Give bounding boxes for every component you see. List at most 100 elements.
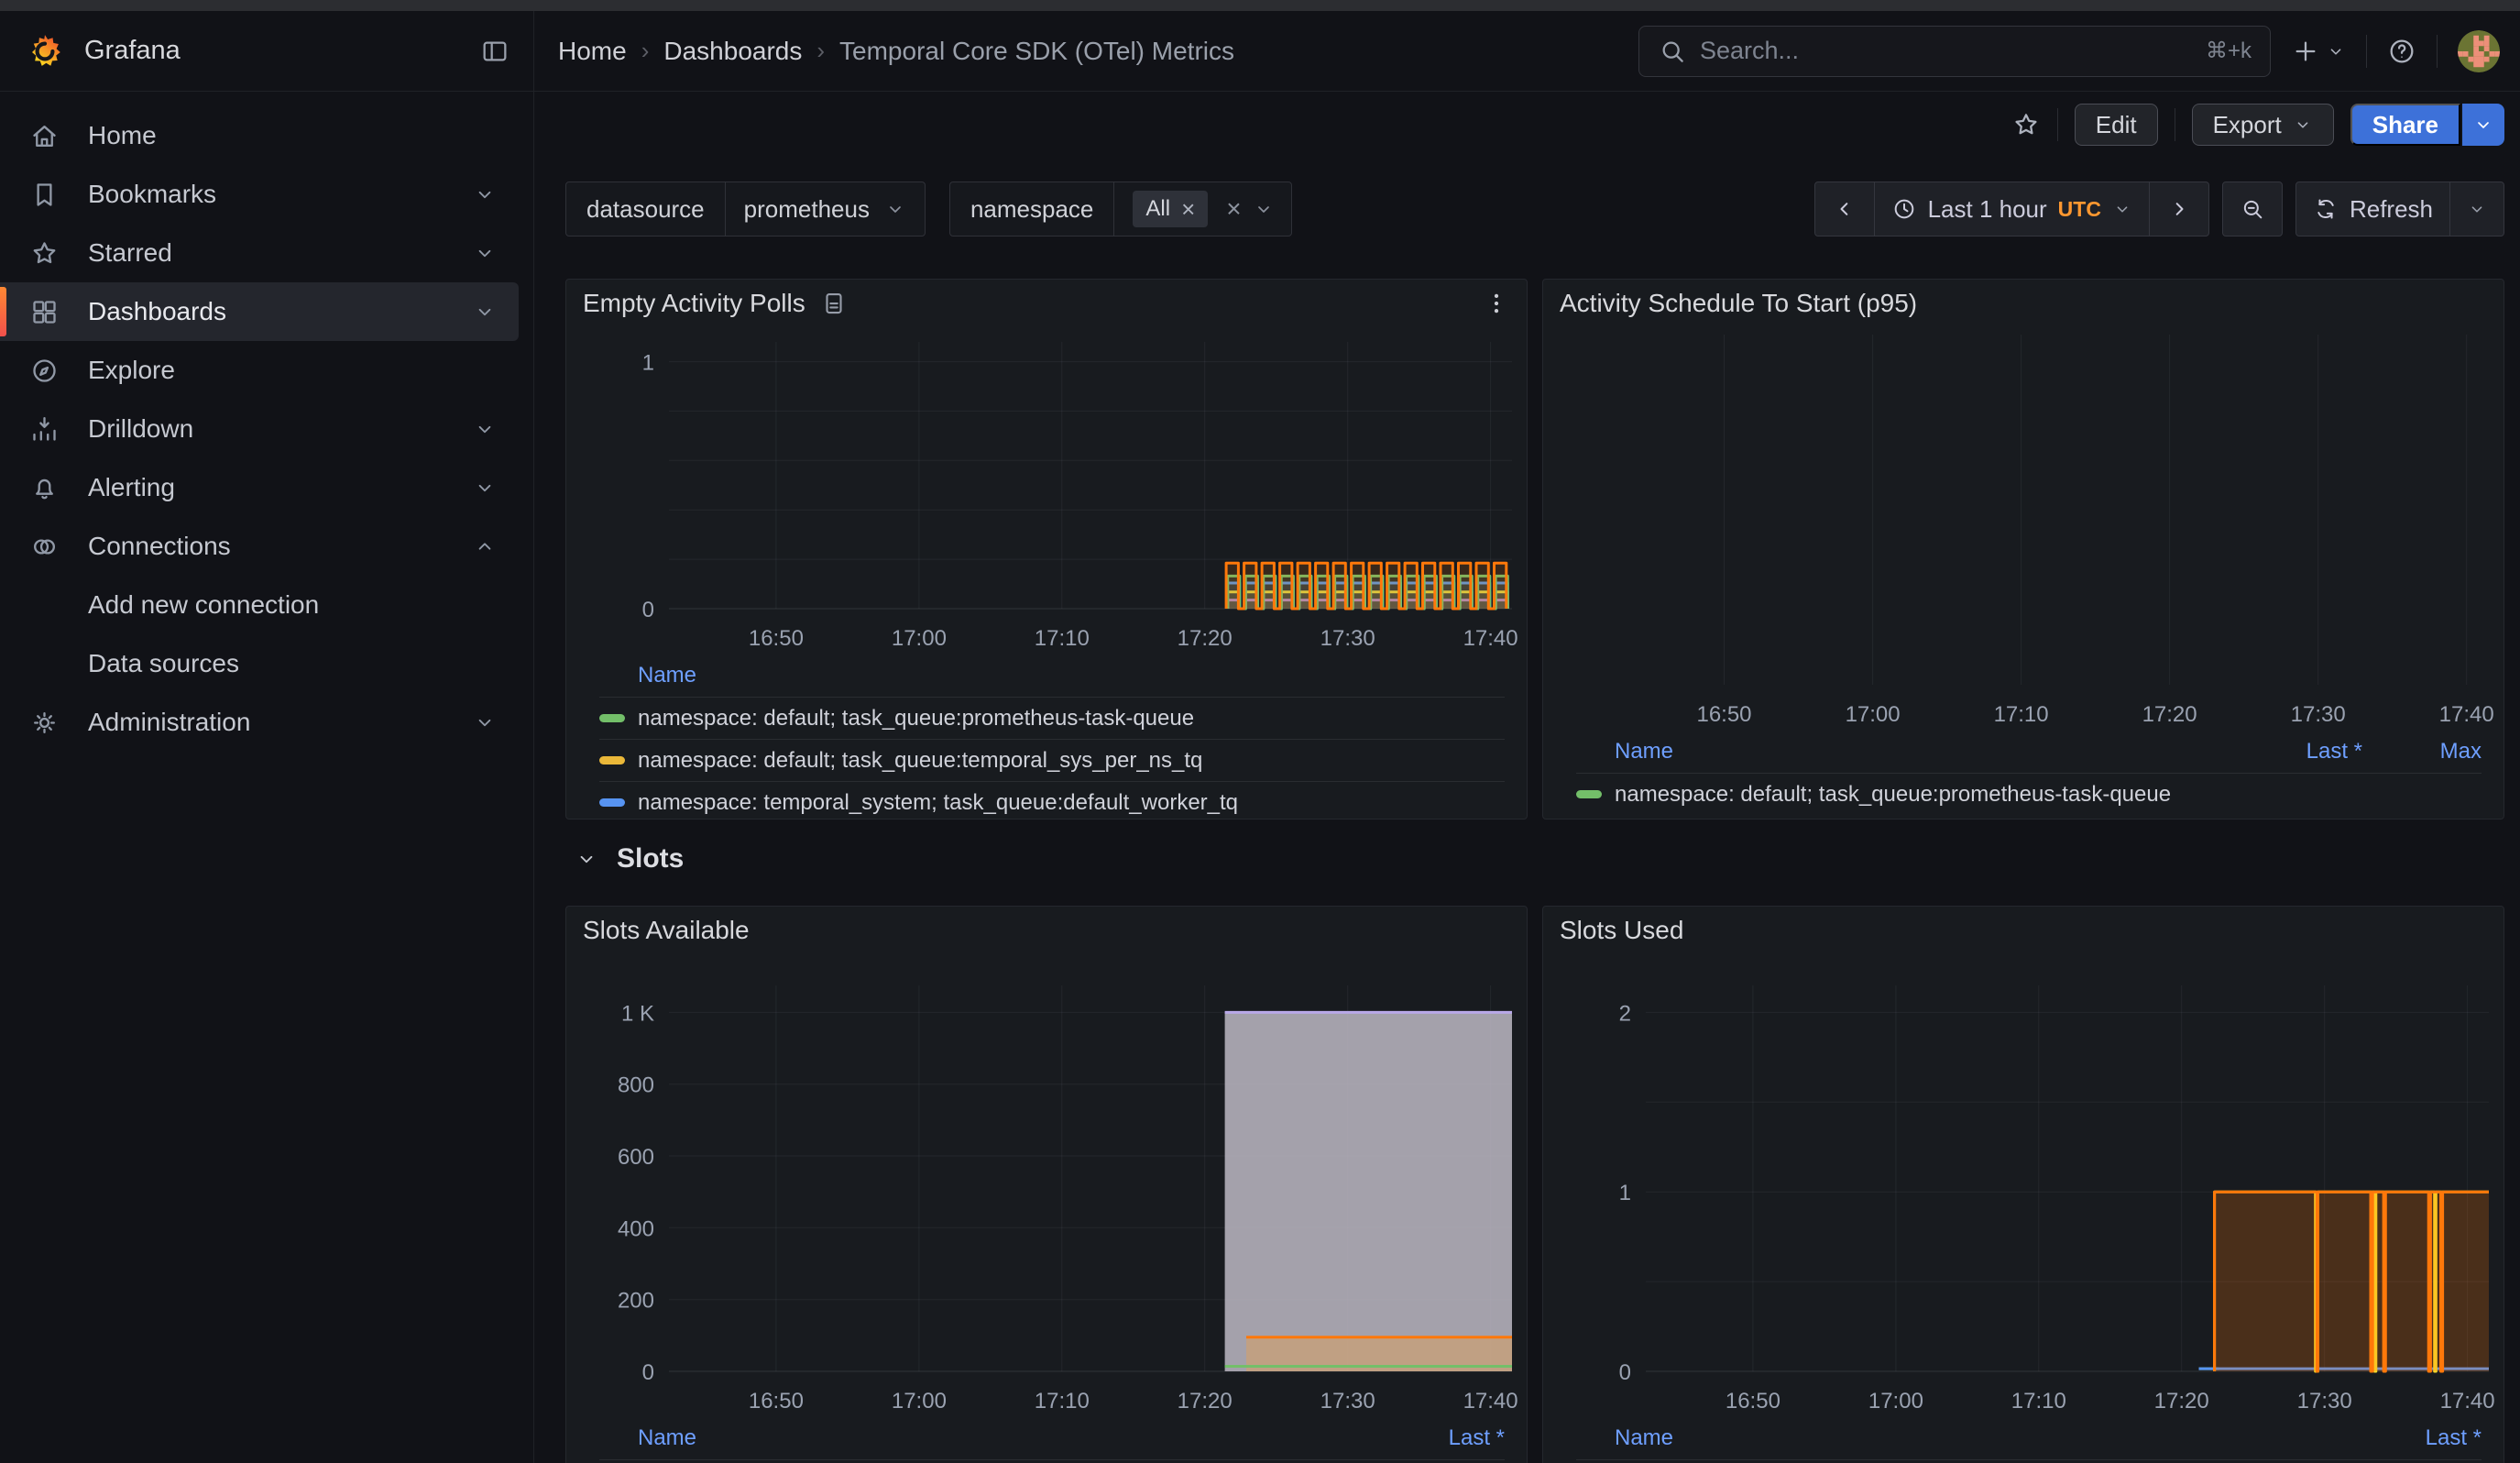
time-series-chart[interactable]: 16:5017:0017:1017:2017:3017:40 xyxy=(1543,327,2504,731)
sidebar-item-label: Alerting xyxy=(88,473,473,502)
panel-menu-icon[interactable] xyxy=(1483,290,1510,317)
sidebar-item-label: Drilldown xyxy=(88,414,473,444)
sidebar-item-add-new-connection[interactable]: Add new connection xyxy=(0,576,519,634)
help-button[interactable] xyxy=(2387,37,2416,66)
export-button[interactable]: Export xyxy=(2192,104,2334,146)
legend-item[interactable]: namespace: default; task_queue:prometheu… xyxy=(1576,773,2482,815)
panel-slots-used: Slots Used 01216:5017:0017:1017:2017:301… xyxy=(1542,906,2504,1463)
panel-header[interactable]: Slots Used xyxy=(1543,907,2504,954)
sidebar-item-connections[interactable]: Connections xyxy=(0,517,519,576)
topbar: Grafana Home›Dashboards›Temporal Core SD… xyxy=(0,11,2520,92)
breadcrumb-item[interactable]: Dashboards xyxy=(663,37,802,66)
svg-text:1: 1 xyxy=(642,351,654,376)
search-input[interactable] xyxy=(1700,37,2193,65)
legend-item[interactable]: namespace: default; task_queue:prometheu… xyxy=(599,1459,1505,1463)
legend-column-name[interactable]: Name xyxy=(1615,1425,2362,1451)
sidebar-item-explore[interactable]: Explore xyxy=(0,341,519,400)
dashboard-controls-row: datasource prometheus namespace All × xyxy=(534,158,2520,253)
chevron-down-icon[interactable] xyxy=(473,241,497,265)
legend-column-value[interactable]: Last * xyxy=(1386,1425,1505,1451)
chevron-up-icon[interactable] xyxy=(473,534,497,558)
legend-header: NameLast * xyxy=(1576,1417,2482,1459)
panel-header[interactable]: Activity Schedule To Start (p95) xyxy=(1543,280,2504,327)
legend-item[interactable]: namespace: default; task_queue:temporal_… xyxy=(599,739,1505,781)
panel-header[interactable]: Slots Available xyxy=(566,907,1527,954)
svg-text:600: 600 xyxy=(618,1145,654,1170)
svg-text:16:50: 16:50 xyxy=(749,1389,804,1414)
panel-description-icon[interactable] xyxy=(820,290,848,317)
clear-filter-icon[interactable]: × xyxy=(1226,194,1241,224)
legend-column-name[interactable]: Name xyxy=(638,1425,1386,1451)
chevron-down-icon[interactable] xyxy=(473,300,497,324)
time-series-chart[interactable]: 01216:5017:0017:1017:2017:3017:40 xyxy=(1543,954,2504,1417)
time-series-chart[interactable]: 0116:5017:0017:1017:2017:3017:40 xyxy=(566,327,1527,654)
panel-activity-schedule-to-start: Activity Schedule To Start (p95) 16:5017… xyxy=(1542,279,2504,820)
panel-title: Activity Schedule To Start (p95) xyxy=(1560,289,1917,318)
chevron-down-icon xyxy=(2472,114,2494,136)
panel-title: Slots Used xyxy=(1560,916,1683,945)
legend-item[interactable]: namespace: default; task_queue:prometheu… xyxy=(599,697,1505,739)
search-input-wrapper[interactable]: ⌘+k xyxy=(1638,26,2271,77)
time-shift-forward-button[interactable] xyxy=(2149,182,2208,236)
time-shift-back-button[interactable] xyxy=(1815,182,1874,236)
add-new-button[interactable] xyxy=(2291,37,2346,66)
zoom-out-button[interactable] xyxy=(2223,182,2282,236)
legend-item[interactable]: namespace: temporal_system; task_queue:d… xyxy=(599,781,1505,820)
svg-text:17:00: 17:00 xyxy=(892,626,947,651)
sidebar-item-label: Add new connection xyxy=(88,590,519,620)
sidebar-item-data-sources[interactable]: Data sources xyxy=(0,634,519,693)
sidebar-item-label: Connections xyxy=(88,532,473,561)
svg-text:16:50: 16:50 xyxy=(749,626,804,651)
svg-text:0: 0 xyxy=(642,1360,654,1385)
series-color-swatch xyxy=(1576,790,1602,798)
chevron-down-icon[interactable] xyxy=(473,417,497,441)
sidebar-item-administration[interactable]: Administration xyxy=(0,693,519,752)
breadcrumb: Home›Dashboards›Temporal Core SDK (OTel)… xyxy=(558,37,1618,66)
avatar[interactable] xyxy=(2458,30,2500,72)
home-icon xyxy=(0,121,88,151)
legend-column-value[interactable]: Max xyxy=(2362,739,2482,764)
namespace-chip-all[interactable]: All × xyxy=(1133,191,1208,227)
datasource-filter-label: datasource xyxy=(566,182,726,236)
panel-header[interactable]: Empty Activity Polls xyxy=(566,280,1527,327)
breadcrumb-item[interactable]: Home xyxy=(558,37,627,66)
favorite-star-button[interactable] xyxy=(2011,110,2041,139)
time-range-picker[interactable]: Last 1 hour UTC xyxy=(1874,182,2149,236)
collapse-sidebar-icon[interactable] xyxy=(480,37,509,66)
share-menu-button[interactable] xyxy=(2462,104,2504,146)
remove-chip-icon[interactable]: × xyxy=(1181,197,1195,221)
legend-column-name[interactable]: Name xyxy=(638,663,1505,688)
legend-column-value[interactable]: Last * xyxy=(2362,1425,2482,1451)
sidebar-item-dashboards[interactable]: Dashboards xyxy=(0,282,519,341)
sidebar-item-label: Bookmarks xyxy=(88,180,473,209)
sidebar-item-alerting[interactable]: Alerting xyxy=(0,458,519,517)
datasource-filter-value[interactable]: prometheus xyxy=(726,195,925,224)
legend-series-name: namespace: default; task_queue:temporal_… xyxy=(638,748,1505,774)
legend-column-name[interactable]: Name xyxy=(1615,739,2243,764)
refresh-button[interactable]: Refresh xyxy=(2296,182,2449,236)
refresh-interval-button[interactable] xyxy=(2449,182,2504,236)
sidebar-item-starred[interactable]: Starred xyxy=(0,224,519,282)
sidebar-item-home[interactable]: Home xyxy=(0,106,519,165)
chevron-down-icon[interactable] xyxy=(1253,198,1275,220)
sidebar-item-drilldown[interactable]: Drilldown xyxy=(0,400,519,458)
legend-column-value[interactable]: Last * xyxy=(2243,739,2362,764)
edit-button[interactable]: Edit xyxy=(2075,104,2158,146)
chevron-down-icon[interactable] xyxy=(473,182,497,206)
legend-header: NameLast * xyxy=(599,1417,1505,1459)
time-series-chart[interactable]: 02004006008001 K16:5017:0017:1017:2017:3… xyxy=(566,954,1527,1417)
chevron-down-icon[interactable] xyxy=(473,476,497,500)
grafana-logo-icon[interactable] xyxy=(26,32,64,71)
chevron-down-icon[interactable] xyxy=(473,710,497,734)
legend-item[interactable]: namespace: default; task_queue:prometheu… xyxy=(1576,1459,2482,1463)
sidebar-item-label: Administration xyxy=(88,708,473,737)
share-button[interactable]: Share xyxy=(2350,104,2460,146)
sidebar-nav: Home Bookmarks StarredDashboardsExplore Dri… xyxy=(0,92,534,1463)
row-header-slots[interactable]: Slots xyxy=(565,820,2504,898)
help-icon xyxy=(2387,37,2416,66)
sidebar-item-bookmarks[interactable]: Bookmarks xyxy=(0,165,519,224)
svg-text:17:30: 17:30 xyxy=(2291,702,2346,727)
svg-text:17:10: 17:10 xyxy=(1035,626,1090,651)
refresh-group: Refresh xyxy=(2295,182,2504,236)
dashboard-canvas: Empty Activity Polls 0116:5017:0017:1017… xyxy=(534,253,2520,1463)
